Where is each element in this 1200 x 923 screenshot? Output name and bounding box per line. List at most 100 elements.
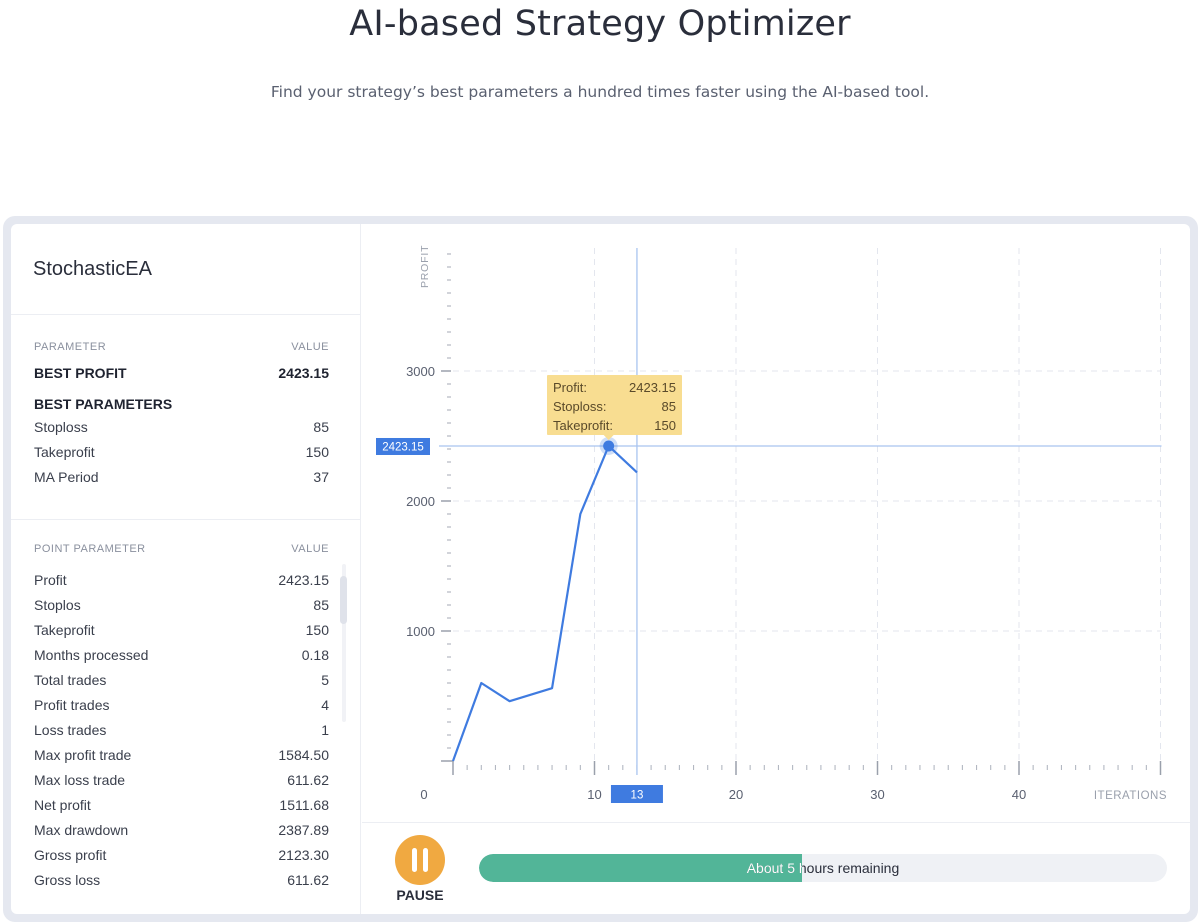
row-label: Stoploss <box>34 418 88 435</box>
page-subtitle: Find your strategy’s best parameters a h… <box>270 83 930 101</box>
row-label: MA Period <box>34 468 99 485</box>
pause-label: PAUSE <box>396 887 444 903</box>
pause-button[interactable] <box>395 835 445 885</box>
best-results-table: PARAMETER VALUE BEST PROFIT 2423.15 BEST… <box>34 336 329 489</box>
tooltip-label: Stoploss: <box>553 399 606 414</box>
row-value: 85 <box>313 596 329 613</box>
crosshair-y-label: 2423.15 <box>382 441 424 453</box>
x-tick-label: 0 <box>420 787 427 802</box>
tooltip-box <box>547 375 682 435</box>
optimizer-card: StochasticEA PARAMETER VALUE BEST PROFIT… <box>11 224 1190 914</box>
row-label: Gross loss <box>34 871 101 888</box>
row-label: Net profit <box>34 796 91 813</box>
row-value: 2123.30 <box>278 846 329 863</box>
scrollbar-thumb[interactable] <box>340 576 347 624</box>
y-tick-label: 3000 <box>406 364 435 379</box>
table-row: Max loss trade 611.62 <box>34 767 329 792</box>
header-parameter: PARAMETER <box>34 341 107 353</box>
x-tick-label: 40 <box>1012 787 1026 802</box>
best-profit-row: BEST PROFIT 2423.15 <box>34 358 329 388</box>
tooltip-value: 2423.15 <box>629 380 676 395</box>
row-value: 150 <box>305 443 329 460</box>
table-row: Profit trades 4 <box>34 692 329 717</box>
row-value: 85 <box>313 418 329 435</box>
table-row: Total trades 5 <box>34 667 329 692</box>
x-tick-label: 30 <box>870 787 884 802</box>
table-row: Max drawdown 2387.89 <box>34 817 329 842</box>
profit-chart[interactable]: 1000 2000 3000 0 10 20 30 40 PROFIT ITERATIONS 242… <box>362 224 1190 822</box>
strategy-name: StochasticEA <box>33 258 152 280</box>
row-label: Loss trades <box>34 721 107 738</box>
table-header: POINT PARAMETER VALUE <box>34 537 329 561</box>
header-point-parameter: POINT PARAMETER <box>34 543 146 555</box>
row-value: 37 <box>313 468 329 485</box>
row-label: Max profit trade <box>34 746 132 763</box>
table-row: Gross profit 2123.30 <box>34 842 329 867</box>
highlighted-point[interactable] <box>603 440 615 452</box>
tooltip-value: 85 <box>662 399 676 414</box>
row-value: 5 <box>321 671 329 688</box>
x-tick-label: 20 <box>729 787 743 802</box>
header-value: VALUE <box>291 341 329 353</box>
row-label: Stoplos <box>34 596 81 613</box>
row-value: 1 <box>321 721 329 738</box>
divider <box>11 314 361 315</box>
table-row: MA Period 37 <box>34 464 329 489</box>
crosshair-x-badge <box>610 785 663 803</box>
header-value: VALUE <box>291 543 329 555</box>
progress-bar: About 5 hours remaining About 5 hours re… <box>479 854 1167 882</box>
pause-icon <box>412 848 417 872</box>
progress-text-overlay: About 5 hours remaining <box>746 860 803 876</box>
row-value: 4 <box>321 696 329 713</box>
row-value: 1584.50 <box>278 746 329 763</box>
row-value: 0.18 <box>301 646 329 663</box>
row-value: 1511.68 <box>279 796 329 813</box>
crosshair-y-badge <box>376 437 430 455</box>
scrollbar-track[interactable] <box>342 564 346 722</box>
pause-icon <box>423 848 428 872</box>
x-tick-label: 10 <box>587 787 601 802</box>
tooltip-arrow <box>603 435 614 440</box>
y-tick-label: 2000 <box>406 494 435 509</box>
progress-text: About 5 hours remaining <box>746 860 900 876</box>
page-title: AI-based Strategy Optimizer <box>349 4 851 44</box>
table-row: Profit 2423.15 <box>34 567 329 592</box>
progress-fill <box>479 854 803 882</box>
table-header: PARAMETER VALUE <box>34 336 329 358</box>
table-row: Takeprofit 150 <box>34 617 329 642</box>
row-value: 150 <box>305 621 329 638</box>
table-row: Stoplos 85 <box>34 592 329 617</box>
profit-line <box>451 444 638 762</box>
divider <box>11 519 361 520</box>
row-label: Profit <box>34 571 67 588</box>
control-bar: PAUSE About 5 hours remaining About 5 ho… <box>362 822 1190 914</box>
table-row: Max profit trade 1584.50 <box>34 742 329 767</box>
table-row: Net profit 1511.68 <box>34 792 329 817</box>
best-profit-label: BEST PROFIT <box>34 365 127 381</box>
point-parameters-table: POINT PARAMETER VALUE Profit 2423.15 Stopl… <box>34 537 329 892</box>
table-row: Stoploss 85 <box>34 414 329 439</box>
row-value: 2423.15 <box>278 571 329 588</box>
table-row: Loss trades 1 <box>34 717 329 742</box>
row-label: Months processed <box>34 646 149 663</box>
x-axis-label: ITERATIONS <box>1094 790 1167 802</box>
row-value: 611.62 <box>287 771 329 788</box>
row-label: Profit trades <box>34 696 110 713</box>
best-parameters-title: BEST PARAMETERS <box>34 396 173 412</box>
crosshair-x-label: 13 <box>631 790 644 802</box>
row-value: 611.62 <box>287 871 329 888</box>
row-label: Max drawdown <box>34 821 129 838</box>
row-label: Gross profit <box>34 846 107 863</box>
tooltip-label: Profit: <box>553 380 587 395</box>
best-profit-value: 2423.15 <box>278 365 329 381</box>
tooltip-label: Takeprofit: <box>553 418 613 433</box>
row-label: Max loss trade <box>34 771 126 788</box>
tooltip-value: 150 <box>654 418 676 433</box>
table-row: Gross loss 611.62 <box>34 867 329 892</box>
y-tick-label: 1000 <box>406 624 435 639</box>
row-label: Takeprofit <box>34 621 95 638</box>
table-row: Takeprofit 150 <box>34 439 329 464</box>
row-value: 2387.89 <box>278 821 329 838</box>
row-label: Takeprofit <box>34 443 95 460</box>
row-label: Total trades <box>34 671 107 688</box>
